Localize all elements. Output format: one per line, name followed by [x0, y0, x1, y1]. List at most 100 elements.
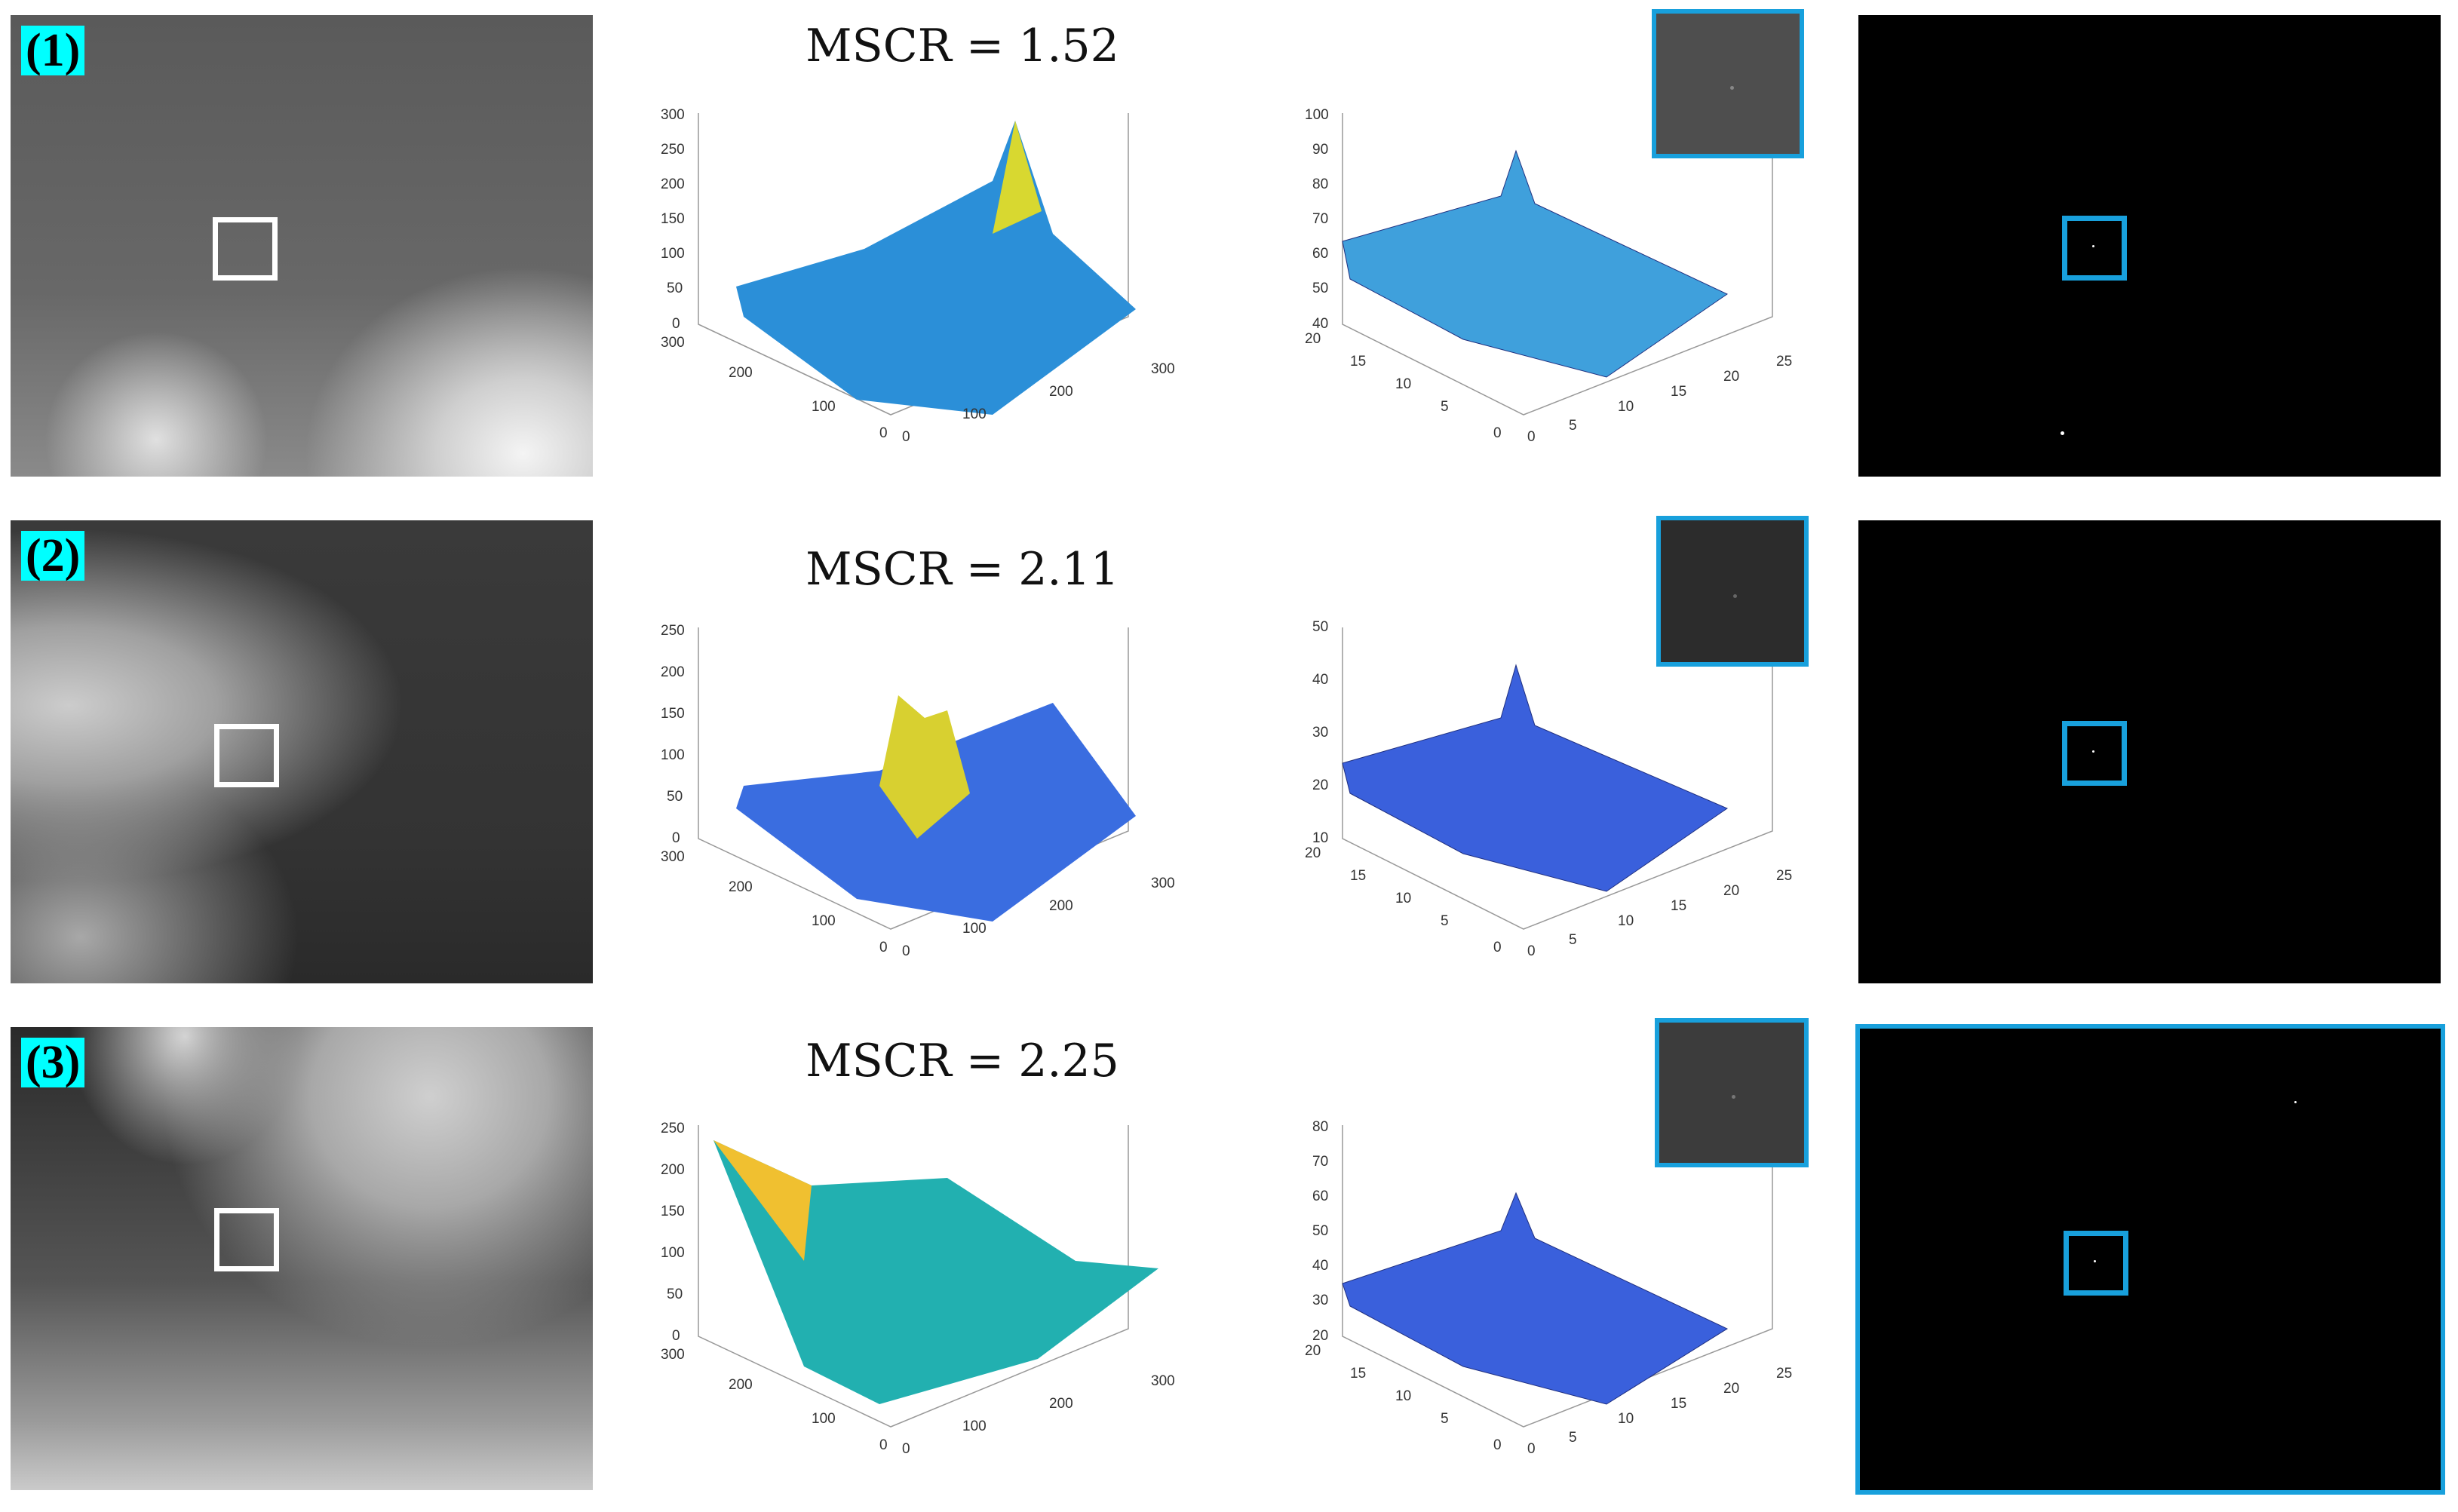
svg-text:10: 10	[1618, 1411, 1634, 1427]
svg-text:250: 250	[661, 1121, 685, 1136]
z-tick-labels: 40 50 60 70 80 90 100	[1305, 107, 1329, 332]
svg-text:200: 200	[1049, 1396, 1073, 1412]
detected-target	[2092, 750, 2094, 753]
svg-text:25: 25	[1776, 1366, 1792, 1382]
svg-text:300: 300	[1151, 361, 1175, 377]
z-tick-labels: 0 50 100 150 200 250	[661, 623, 685, 846]
svg-text:0: 0	[902, 429, 910, 445]
svg-text:200: 200	[729, 1377, 753, 1393]
x-tick-labels: 0 100 200 300	[902, 361, 1175, 445]
svg-text:60: 60	[1312, 246, 1328, 262]
svg-text:20: 20	[1305, 331, 1321, 347]
mscr-value: MSCR = 2.11	[806, 543, 1119, 596]
row-3: (3) MSCR = 2.25 0 50 100 150 200 250 0 1…	[0, 1014, 2458, 1511]
svg-text:20: 20	[1305, 845, 1321, 861]
false-alarm	[2294, 1101, 2297, 1103]
svg-text:5: 5	[1441, 913, 1449, 929]
svg-text:15: 15	[1350, 1366, 1366, 1382]
svg-text:200: 200	[1049, 898, 1073, 914]
svg-text:15: 15	[1671, 1396, 1686, 1412]
svg-text:60: 60	[1312, 1188, 1328, 1204]
svg-text:200: 200	[661, 176, 685, 192]
svg-text:150: 150	[661, 706, 685, 722]
svg-text:50: 50	[1312, 619, 1328, 635]
surface-plot: 0 50 100 150 200 250 0 100 200 300 0 100…	[661, 623, 1175, 959]
row-label: (3)	[21, 1038, 85, 1087]
y-tick-labels: 0 5 10 15 20	[1305, 1343, 1502, 1453]
svg-text:100: 100	[812, 1411, 836, 1427]
svg-text:300: 300	[1151, 876, 1175, 891]
target-region-box	[213, 217, 278, 281]
svg-text:100: 100	[962, 1418, 987, 1434]
svg-text:20: 20	[1312, 1328, 1328, 1344]
svg-text:150: 150	[661, 211, 685, 227]
svg-text:50: 50	[1312, 1223, 1328, 1239]
svg-text:40: 40	[1312, 316, 1328, 332]
svg-text:100: 100	[812, 399, 836, 415]
svg-text:20: 20	[1723, 883, 1739, 899]
svg-text:0: 0	[672, 316, 680, 332]
svg-text:0: 0	[672, 830, 680, 846]
svg-text:5: 5	[1441, 1411, 1449, 1427]
local-surface-plot: 40 50 60 70 80 90 100 0 5 10 15 20 0 5 1…	[1305, 107, 1792, 445]
detection-box	[2062, 216, 2127, 281]
svg-text:80: 80	[1312, 1119, 1328, 1135]
svg-text:5: 5	[1569, 932, 1577, 948]
infrared-image: (3)	[11, 1027, 593, 1490]
svg-text:100: 100	[962, 921, 987, 937]
x-tick-labels: 0 100 200 300	[902, 876, 1175, 959]
svg-text:0: 0	[902, 1441, 910, 1457]
row-1: (1) MSCR = 1.52 0 50 100 150 200 250 300…	[0, 0, 2458, 505]
svg-text:50: 50	[667, 281, 683, 296]
local-surface-mesh	[1342, 149, 1729, 378]
infrared-image: (1)	[11, 15, 593, 477]
x-tick-labels: 0 100 200 300	[902, 1373, 1175, 1457]
target-inset-image	[1652, 9, 1804, 158]
x-tick-labels: 0 5 10 15 20 25	[1527, 1366, 1792, 1457]
detected-target	[2092, 245, 2094, 247]
svg-text:250: 250	[661, 623, 685, 639]
svg-text:300: 300	[1151, 1373, 1175, 1389]
svg-text:50: 50	[667, 1287, 683, 1302]
svg-text:70: 70	[1312, 211, 1328, 227]
svg-text:250: 250	[661, 142, 685, 158]
svg-text:15: 15	[1671, 898, 1686, 914]
svg-text:10: 10	[1395, 376, 1411, 392]
svg-text:50: 50	[667, 789, 683, 805]
svg-text:10: 10	[1618, 399, 1634, 415]
z-tick-labels: 10 20 30 40 50	[1312, 619, 1328, 846]
surface-peak	[713, 1140, 812, 1261]
svg-text:100: 100	[661, 747, 685, 763]
svg-text:0: 0	[879, 940, 888, 955]
svg-text:10: 10	[1395, 1388, 1411, 1404]
detection-result-image	[1858, 520, 2441, 983]
detected-target	[2094, 1260, 2096, 1262]
svg-text:15: 15	[1671, 384, 1686, 400]
svg-text:70: 70	[1312, 1154, 1328, 1170]
surface-plot: 0 50 100 150 200 250 300 0 100 200 300 0…	[661, 107, 1175, 445]
surface-peak	[993, 121, 1042, 234]
z-tick-labels: 20 30 40 50 60 70 80	[1312, 1119, 1328, 1344]
svg-text:100: 100	[1305, 107, 1329, 123]
local-surface-plot: 20 30 40 50 60 70 80 0 5 10 15 20 0 5 10…	[1305, 1119, 1792, 1457]
svg-text:50: 50	[1312, 281, 1328, 296]
svg-text:0: 0	[1527, 429, 1536, 445]
row-2: (2) MSCR = 2.11 0 50 100 150 200 250 0 1…	[0, 507, 2458, 1012]
target-dot	[1730, 86, 1734, 90]
svg-text:0: 0	[1493, 1437, 1502, 1453]
svg-text:30: 30	[1312, 725, 1328, 741]
false-alarm	[2061, 431, 2064, 435]
y-tick-labels: 0 100 200 300	[661, 849, 888, 955]
svg-text:0: 0	[1493, 940, 1502, 955]
target-dot	[1733, 594, 1737, 598]
svg-text:5: 5	[1441, 399, 1449, 415]
svg-text:300: 300	[661, 107, 685, 123]
x-tick-labels: 0 5 10 15 20 25	[1527, 354, 1792, 445]
svg-text:100: 100	[962, 406, 987, 422]
svg-text:10: 10	[1395, 891, 1411, 906]
svg-text:80: 80	[1312, 176, 1328, 192]
svg-text:20: 20	[1312, 777, 1328, 793]
surface-peak	[879, 695, 970, 839]
detection-box	[2064, 1231, 2128, 1296]
detection-box	[2062, 721, 2127, 786]
